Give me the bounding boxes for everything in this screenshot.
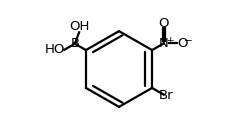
Text: O: O <box>159 17 169 30</box>
Text: OH: OH <box>69 20 89 33</box>
Text: B: B <box>70 37 79 50</box>
Text: +: + <box>166 36 174 45</box>
Text: HO: HO <box>45 43 65 56</box>
Text: O: O <box>177 37 188 50</box>
Text: N: N <box>159 37 169 50</box>
Text: −: − <box>184 36 193 46</box>
Text: Br: Br <box>159 89 174 102</box>
